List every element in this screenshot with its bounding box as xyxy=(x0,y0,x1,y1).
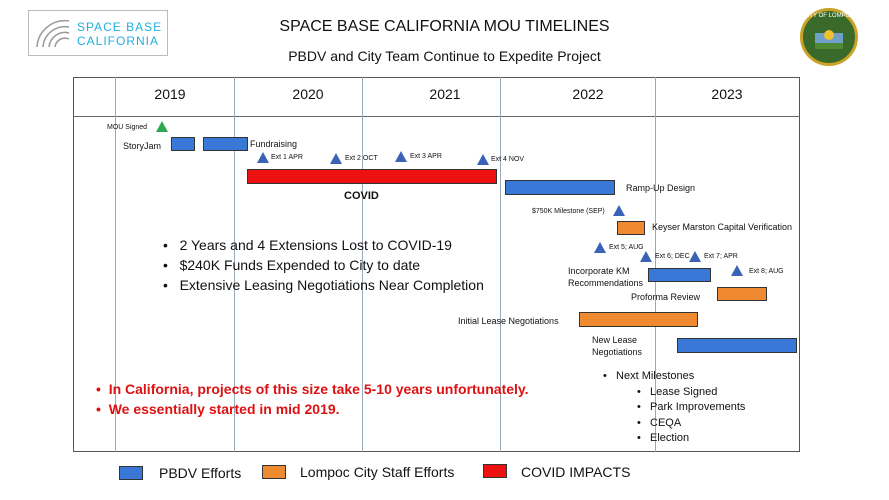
fundraising-label: Fundraising xyxy=(250,139,298,149)
initial-lease-label: Initial Lease Negotiations xyxy=(458,316,559,326)
mou-signed-marker xyxy=(156,121,168,132)
next-milestone-item: • Election xyxy=(637,432,690,444)
year-header-divider xyxy=(73,116,800,117)
mou-signed-label: MOU Signed xyxy=(107,124,148,131)
ext4-label: Ext 4 NOV xyxy=(491,156,525,163)
gridline-2019 xyxy=(115,77,116,452)
ext1-label: Ext 1 APR xyxy=(271,154,303,161)
covid-bar xyxy=(247,169,497,184)
legend-label-pbdv: PBDV Efforts xyxy=(159,465,242,481)
rampup-bar xyxy=(505,180,615,195)
ext3-marker xyxy=(395,151,407,162)
ext5-marker xyxy=(594,242,606,253)
next-milestone-item: • Lease Signed xyxy=(637,386,718,398)
next-milestone-text: Lease Signed xyxy=(650,386,718,398)
page-subtitle: PBDV and City Team Continue to Expedite … xyxy=(288,48,601,64)
next-milestone-text: Election xyxy=(650,432,690,444)
bullet-item: • $240K Funds Expended to City to date xyxy=(163,257,421,273)
ext7-marker xyxy=(689,251,701,262)
year-2021: 2021 xyxy=(429,86,461,102)
ext7-label: Ext 7; APR xyxy=(704,253,738,260)
next-milestones-heading-text: Next Milestones xyxy=(616,370,695,382)
red-bullet-text: We essentially started in mid 2019. xyxy=(108,401,340,417)
city-seal-text: CITY OF LOMPOC xyxy=(803,13,855,19)
m750-marker xyxy=(613,205,625,216)
storyjam-label: StoryJam xyxy=(123,141,162,151)
new-lease-bar xyxy=(677,338,797,353)
fundraising-bar xyxy=(203,137,248,151)
legend-swatch-pbdv xyxy=(119,466,143,480)
ext6-marker xyxy=(640,251,652,262)
gridline-2020 xyxy=(234,77,235,452)
orbit-rings-icon xyxy=(36,19,70,48)
legend-label-city: Lompoc City Staff Efforts xyxy=(300,464,455,480)
red-bullet-item: • In California, projects of this size t… xyxy=(96,381,529,397)
legend-label-covid: COVID IMPACTS xyxy=(521,464,631,480)
year-2023: 2023 xyxy=(711,86,743,102)
km-bar xyxy=(648,268,711,282)
next-milestone-item: • Park Improvements xyxy=(637,401,746,413)
ext8-marker xyxy=(731,265,743,276)
space-base-logo: SPACE BASE CALIFORNIA xyxy=(28,10,168,56)
ext2-marker xyxy=(330,153,342,164)
logo-line-2: CALIFORNIA xyxy=(77,34,160,48)
year-2020: 2020 xyxy=(292,86,324,102)
km-label-line1: Incorporate KM xyxy=(568,266,630,276)
legend-swatch-covid xyxy=(483,464,507,478)
ext2-label: Ext 2 OCT xyxy=(345,155,378,162)
new-lease-label-line2: Negotiations xyxy=(592,347,643,357)
covid-label: COVID xyxy=(344,190,379,202)
ext6-label: Ext 6; DEC xyxy=(655,253,690,260)
ext1-marker xyxy=(257,152,269,163)
keyser-bar xyxy=(617,221,645,235)
ext3-label: Ext 3 APR xyxy=(410,153,442,160)
red-bullet-text: In California, projects of this size tak… xyxy=(108,381,529,397)
gridline-2022 xyxy=(500,77,501,452)
bullet-text: $240K Funds Expended to City to date xyxy=(179,257,421,273)
ext5-label: Ext 5; AUG xyxy=(609,244,644,251)
keyser-label: Keyser Marston Capital Verification xyxy=(652,222,793,232)
seal-emblem-icon xyxy=(815,30,843,49)
next-milestone-text: CEQA xyxy=(650,417,682,429)
ext8-label: Ext 8; AUG xyxy=(749,268,784,275)
m750-label: $750K Milestone (SEP) xyxy=(532,208,605,215)
initial-lease-bar xyxy=(579,312,698,327)
next-milestone-item: • CEQA xyxy=(637,417,682,429)
city-seal: CITY OF LOMPOC xyxy=(800,8,858,66)
km-label-line2: Recommendations xyxy=(568,278,644,288)
proforma-label: Proforma Review xyxy=(631,292,701,302)
gridline-2021 xyxy=(362,77,363,452)
bullet-text: 2 Years and 4 Extensions Lost to COVID-1… xyxy=(179,237,452,253)
timeline-frame xyxy=(73,77,800,452)
year-2022: 2022 xyxy=(572,86,604,102)
next-milestone-text: Park Improvements xyxy=(650,401,746,413)
year-2019: 2019 xyxy=(154,86,186,102)
legend-swatch-city xyxy=(262,465,286,479)
red-bullet-item: • We essentially started in mid 2019. xyxy=(96,401,340,417)
storyjam-bar xyxy=(171,137,195,151)
proforma-bar xyxy=(717,287,767,301)
logo-line-1: SPACE BASE xyxy=(77,20,163,34)
next-milestones-heading: • Next Milestones xyxy=(603,370,695,382)
new-lease-label-line1: New Lease xyxy=(592,335,638,345)
bullet-text: Extensive Leasing Negotiations Near Comp… xyxy=(179,277,484,293)
ext4-marker xyxy=(477,154,489,165)
bullet-item: • Extensive Leasing Negotiations Near Co… xyxy=(163,277,484,293)
bullet-item: • 2 Years and 4 Extensions Lost to COVID… xyxy=(163,237,452,253)
page-title: SPACE BASE CALIFORNIA MOU TIMELINES xyxy=(279,18,610,35)
gridline-2023 xyxy=(655,77,656,452)
rampup-label: Ramp-Up Design xyxy=(626,183,696,193)
